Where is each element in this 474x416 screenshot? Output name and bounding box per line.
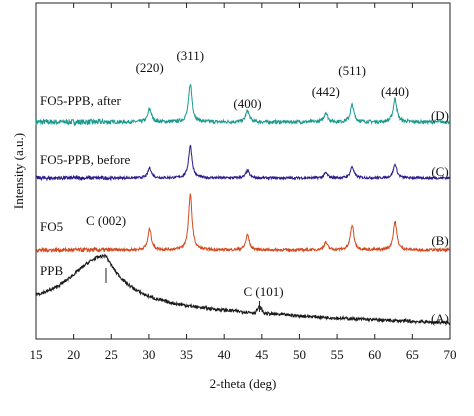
x-tick-label: 30	[142, 347, 155, 362]
series-lines: FO5-PPB, after (D) FO5-PPB, before (C) FO5 (B…	[35, 84, 451, 326]
annotation-label: C (101)	[244, 284, 284, 299]
annotation-label: (311)	[176, 48, 204, 63]
series-name: FO5	[40, 219, 63, 234]
x-tick-label: 40	[218, 347, 231, 362]
annotation-label: (220)	[136, 60, 164, 75]
x-axis-title: 2-theta (deg)	[210, 376, 277, 391]
series-tag: (C)	[431, 164, 448, 179]
x-tick-label: 50	[293, 347, 306, 362]
annotation-label: (442)	[312, 84, 340, 99]
x-tick-label: 70	[444, 347, 457, 362]
series-line	[35, 144, 451, 182]
series-line	[35, 193, 450, 254]
x-tick-label: 15	[30, 347, 43, 362]
x-tick-label: 35	[180, 347, 193, 362]
series-name: PPB	[40, 263, 63, 278]
x-tick-label: 45	[255, 347, 268, 362]
series-tag: (A)	[431, 311, 449, 326]
x-tick-label: 65	[406, 347, 419, 362]
x-tick-label: 20	[67, 347, 80, 362]
series-name: FO5-PPB, after	[40, 93, 122, 108]
series-line	[35, 84, 451, 127]
x-tick-label: 25	[105, 347, 118, 362]
series-tag: (D)	[431, 108, 449, 123]
x-axis-ticks: 15 20 25 30 35 40 45 50 55 60 65 70	[30, 3, 457, 362]
annotation-label: (400)	[233, 96, 261, 111]
x-tick-label: 55	[331, 347, 344, 362]
series-line	[35, 253, 451, 326]
series-tag: (B)	[431, 233, 448, 248]
annotation-label: C (002)	[86, 213, 126, 228]
annotations: (220) (311) (400) (442) (511) (440) C (002) C (…	[86, 48, 409, 312]
annotation-label: (511)	[338, 63, 366, 78]
plot-frame	[35, 2, 451, 340]
series-name: FO5-PPB, before	[40, 152, 131, 167]
y-axis-title: Intensity (a.u.)	[11, 133, 26, 209]
x-tick-label: 60	[368, 347, 381, 362]
annotation-label: (440)	[381, 84, 409, 99]
